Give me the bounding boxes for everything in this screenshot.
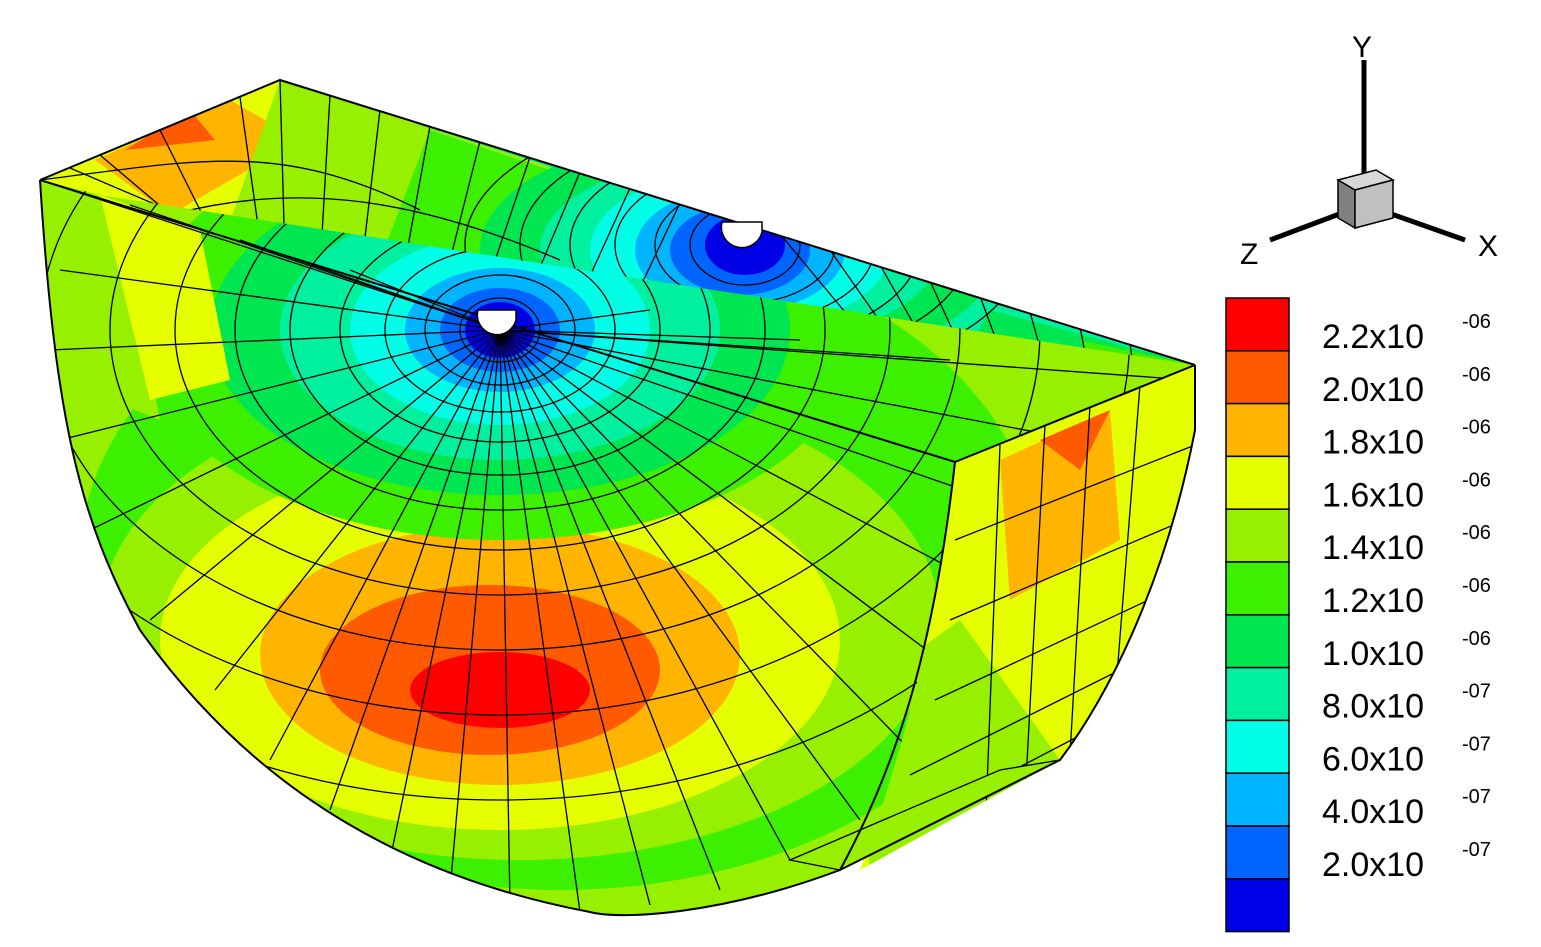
legend-swatch bbox=[1225, 402, 1290, 458]
legend-label: 2.2x10 bbox=[1322, 318, 1424, 356]
contour-legend: 2.2x10 -06 2.0x10 -06 1.8x10 -06 1.6x10 -06 1.4x… bbox=[1225, 297, 1491, 933]
axis-triad: Y Z X bbox=[1240, 31, 1498, 271]
y-axis-label: Y bbox=[1352, 31, 1372, 64]
legend-swatch bbox=[1225, 666, 1290, 722]
x-axis-line bbox=[1379, 207, 1466, 243]
legend-label: 6.0x10 bbox=[1322, 740, 1424, 778]
legend-label: 1.0x10 bbox=[1322, 635, 1424, 673]
x-axis-label: X bbox=[1478, 230, 1498, 263]
z-axis-label: Z bbox=[1240, 238, 1258, 271]
legend-swatch bbox=[1225, 878, 1290, 933]
legend-swatch bbox=[1225, 350, 1290, 405]
legend-label-exponent: -06 bbox=[1462, 469, 1491, 491]
legend-label-exponent: -07 bbox=[1462, 681, 1491, 703]
legend-label-exponent: -07 bbox=[1462, 786, 1491, 808]
z-axis-line bbox=[1269, 207, 1351, 243]
legend-label: 2.0x10 bbox=[1322, 846, 1424, 884]
legend-label-exponent: -06 bbox=[1462, 575, 1491, 597]
legend-label: 2.0x10 bbox=[1322, 371, 1424, 409]
legend-label: 1.2x10 bbox=[1322, 582, 1424, 620]
legend-label-exponent: -07 bbox=[1462, 733, 1491, 755]
legend-label-exponent: -06 bbox=[1462, 628, 1491, 650]
legend-label-exponent: -06 bbox=[1462, 522, 1491, 544]
legend-label-exponent: -07 bbox=[1462, 839, 1491, 861]
legend-label: 1.6x10 bbox=[1322, 476, 1424, 514]
legend-swatch bbox=[1225, 772, 1290, 827]
legend-swatch bbox=[1225, 297, 1290, 352]
legend-swatch bbox=[1225, 508, 1290, 563]
legend-label-exponent: -06 bbox=[1462, 311, 1491, 333]
legend-label: 1.8x10 bbox=[1322, 424, 1424, 462]
legend-label: 8.0x10 bbox=[1322, 688, 1424, 726]
mesh-outline bbox=[39, 78, 1196, 917]
triad-cube-icon bbox=[1336, 169, 1395, 230]
legend-swatch bbox=[1225, 719, 1290, 774]
legend-label: 1.4x10 bbox=[1322, 529, 1424, 567]
legend-swatch bbox=[1225, 825, 1290, 880]
legend-label: 4.0x10 bbox=[1322, 793, 1424, 831]
legend-swatch bbox=[1225, 561, 1290, 616]
hole-notch-front bbox=[476, 309, 517, 336]
legend-label-exponent: -06 bbox=[1462, 417, 1491, 439]
legend-swatch bbox=[1225, 455, 1290, 510]
legend-label-exponent: -06 bbox=[1462, 364, 1491, 386]
legend-swatch bbox=[1225, 614, 1290, 669]
hole-notch-back bbox=[720, 221, 763, 249]
